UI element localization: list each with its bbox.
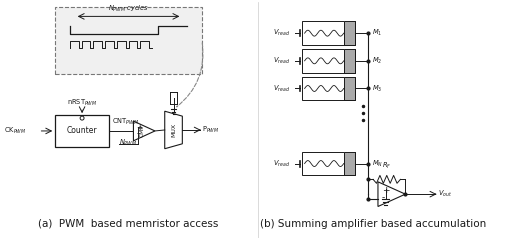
Polygon shape (133, 121, 155, 141)
Text: CNT$_{PWM}$: CNT$_{PWM}$ (112, 117, 139, 127)
Bar (302, 21, 355, 45)
Polygon shape (378, 182, 405, 206)
Text: nRST$_{PWM}$: nRST$_{PWM}$ (67, 98, 97, 109)
Text: $M_N$: $M_N$ (372, 158, 383, 169)
Bar (344, 49, 355, 73)
FancyArrowPatch shape (177, 43, 203, 107)
Text: $M_2$: $M_2$ (372, 56, 382, 66)
Bar (344, 21, 355, 45)
Text: +: + (382, 186, 389, 195)
Text: $V_{read}$: $V_{read}$ (273, 56, 290, 66)
Text: $V_{read}$: $V_{read}$ (273, 83, 290, 94)
Text: MUX: MUX (171, 123, 176, 137)
Text: -: - (136, 129, 139, 138)
Text: (b) Summing amplifier based accumulation: (b) Summing amplifier based accumulation (260, 219, 486, 229)
Bar (344, 49, 355, 73)
Text: $R_F$: $R_F$ (382, 161, 391, 171)
Text: $N_{PWM}$ cycles: $N_{PWM}$ cycles (108, 4, 149, 14)
Bar (302, 77, 355, 100)
Text: $N_{PWM}$: $N_{PWM}$ (119, 137, 137, 148)
Text: $V_{read}$: $V_{read}$ (273, 158, 290, 169)
Text: $V_{out}$: $V_{out}$ (438, 189, 452, 199)
Bar (302, 152, 355, 175)
Bar (344, 77, 355, 100)
Text: Counter: Counter (67, 126, 97, 136)
Bar (55, 115, 109, 147)
Text: -: - (382, 194, 385, 203)
Text: +: + (136, 124, 143, 132)
Circle shape (80, 116, 84, 120)
Text: P$_{PWM}$: P$_{PWM}$ (202, 125, 219, 135)
Text: $M_3$: $M_3$ (372, 83, 382, 94)
Bar (344, 152, 355, 175)
Polygon shape (165, 111, 182, 149)
Bar (344, 21, 355, 45)
Text: CK$_{PWM}$: CK$_{PWM}$ (4, 126, 27, 136)
FancyBboxPatch shape (55, 6, 202, 74)
Bar (344, 152, 355, 175)
Bar (302, 49, 355, 73)
Text: CMP: CMP (140, 125, 145, 137)
Bar (344, 77, 355, 100)
Text: $M_1$: $M_1$ (372, 28, 382, 38)
Text: $V_{read}$: $V_{read}$ (273, 28, 290, 38)
Text: (a)  PWM  based memristor access: (a) PWM based memristor access (38, 219, 219, 229)
